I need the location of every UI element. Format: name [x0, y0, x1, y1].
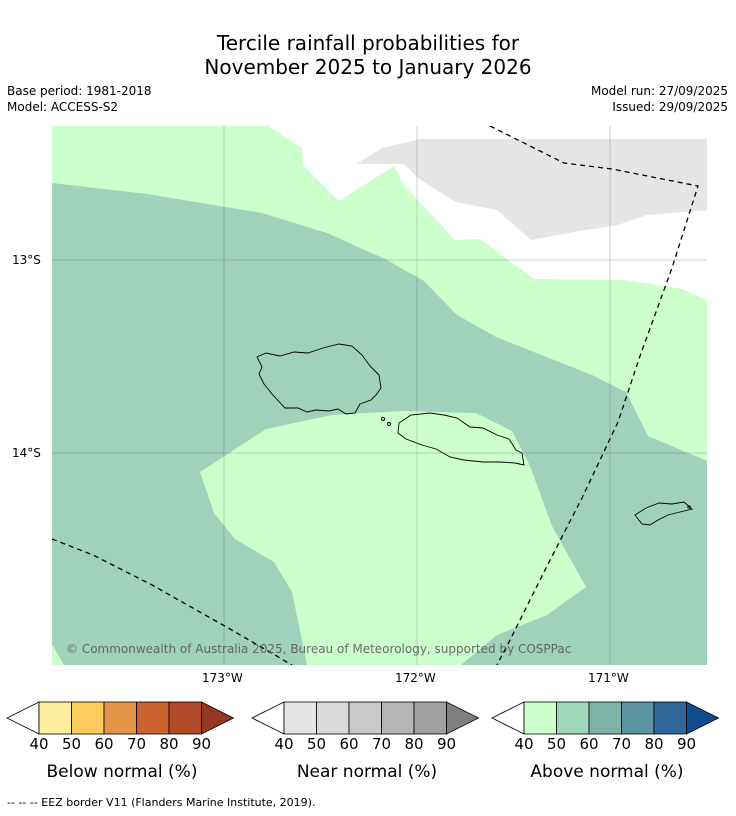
- above-segment-60: [588, 701, 622, 735]
- above-segment-80: [653, 701, 687, 735]
- above-extend-high: [686, 701, 720, 735]
- near-tick-60: 60: [339, 735, 359, 753]
- eez-border-east: [489, 126, 699, 665]
- above-tick-70: 70: [611, 735, 632, 753]
- near-tick-70: 70: [371, 735, 392, 753]
- above-tick-50: 50: [546, 735, 567, 753]
- below-tick-60: 60: [94, 735, 114, 753]
- title-line-2: November 2025 to January 2026: [204, 55, 532, 79]
- region-above-40-center: [200, 411, 586, 665]
- below-tick-90: 90: [191, 735, 212, 753]
- near-segment-80: [413, 701, 447, 735]
- near-tick-50: 50: [306, 735, 327, 753]
- near-segment-50: [316, 701, 350, 735]
- colorbar-near: [251, 701, 480, 735]
- title-line-1: Tercile rainfall probabilities for: [216, 31, 520, 55]
- island-apolima: [387, 422, 391, 426]
- island-manono: [381, 417, 385, 421]
- lon-label-171w: 171°W: [588, 671, 629, 685]
- island-tutuila: [634, 501, 693, 526]
- below-segment-70: [136, 701, 170, 735]
- above-tick-60: 60: [579, 735, 599, 753]
- above-tick-40: 40: [514, 735, 534, 753]
- below-segment-60: [103, 701, 137, 735]
- near-tick-80: 80: [404, 735, 424, 753]
- above-segment-40: [523, 701, 557, 735]
- below-segment-40: [38, 701, 72, 735]
- region-near-40: [356, 139, 707, 240]
- below-tick-50: 50: [61, 735, 82, 753]
- above-segment-50: [556, 701, 590, 735]
- near-tick-90: 90: [436, 735, 457, 753]
- above-tick-90: 90: [676, 735, 697, 753]
- legend-colorbars: [6, 701, 720, 735]
- island-savaii: [256, 343, 382, 415]
- legend-label-below: Below normal (%): [46, 762, 198, 782]
- near-segment-40: [283, 701, 317, 735]
- below-tick-40: 40: [29, 735, 49, 753]
- model-name: Model: ACCESS-S2: [7, 100, 119, 114]
- colorbar-below: [6, 701, 235, 735]
- below-tick-80: 80: [159, 735, 179, 753]
- below-extend-low: [6, 701, 40, 735]
- above-tick-80: 80: [644, 735, 664, 753]
- legend-label-above: Above normal (%): [530, 762, 684, 782]
- above-extend-low: [491, 701, 525, 735]
- near-extend-low: [251, 701, 285, 735]
- island-aunuu: [687, 505, 691, 509]
- near-segment-70: [381, 701, 415, 735]
- meta-left: Base period: 1981-2018 Model: ACCESS-S2: [7, 83, 152, 115]
- near-extend-high: [446, 701, 480, 735]
- near-tick-40: 40: [274, 735, 294, 753]
- lat-label-13s: 13°S: [12, 253, 41, 267]
- eez-source-note: -- -- -- EEZ border V11 (Flanders Marine…: [7, 796, 316, 809]
- base-period: Base period: 1981-2018: [7, 84, 152, 98]
- colorbar-above: [491, 701, 720, 735]
- below-extend-high: [201, 701, 235, 735]
- model-run: Model run: 27/09/2025: [590, 84, 728, 98]
- near-segment-60: [348, 701, 382, 735]
- map-title: Tercile rainfall probabilities for Novem…: [0, 31, 736, 79]
- lat-label-14s: 14°S: [12, 446, 41, 460]
- lon-label-172w: 172°W: [395, 671, 436, 685]
- region-above-40-southwest: [52, 644, 64, 665]
- eez-border-southwest: [52, 538, 293, 665]
- below-segment-50: [71, 701, 105, 735]
- above-segment-70: [621, 701, 655, 735]
- below-segment-80: [168, 701, 202, 735]
- issued-date: Issued: 29/09/2025: [612, 100, 728, 114]
- meta-right: Model run: 27/09/2025 Issued: 29/09/2025: [591, 83, 728, 115]
- rainfall-map: © Commonwealth of Australia 2025, Bureau…: [52, 126, 707, 665]
- copyright-notice: © Commonwealth of Australia 2025, Bureau…: [66, 642, 571, 656]
- legend-label-near: Near normal (%): [296, 762, 438, 782]
- island-upolu: [397, 412, 525, 466]
- below-tick-70: 70: [126, 735, 147, 753]
- lon-label-173w: 173°W: [202, 671, 243, 685]
